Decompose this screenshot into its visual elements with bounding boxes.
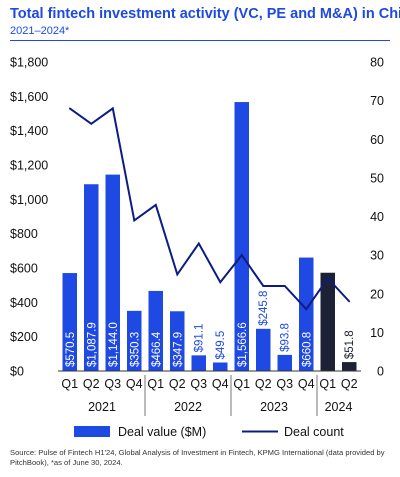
bar-value-label: $1,144.0 (108, 322, 120, 367)
left-axis-tick-label: $200 (10, 330, 38, 344)
x-axis-year-label: 2021 (88, 400, 116, 414)
x-axis-quarter-label: Q2 (341, 377, 358, 391)
deal-count-line (69, 106, 351, 311)
bar-value-label: $466.4 (151, 331, 163, 367)
right-axis-tick-label: 60 (370, 133, 384, 147)
left-axis-tick-label: $400 (10, 296, 38, 310)
bar-value-label: $660.8 (301, 332, 313, 367)
source-note: Source: Pulse of Fintech H1'24, Global A… (10, 448, 385, 467)
left-axis-tick-label: $800 (10, 227, 38, 241)
bar-value-label: $245.8 (258, 291, 270, 326)
left-axis-tick-label: $1,400 (10, 124, 48, 138)
x-axis-quarter-label: Q1 (319, 377, 336, 391)
title-divider (10, 40, 390, 41)
bar-deal-value (213, 362, 228, 371)
deal-count-point (262, 285, 265, 287)
bar-deal-value (277, 354, 292, 371)
bar-value-label: $350.3 (129, 332, 141, 367)
bar-value-label: $93.8 (280, 323, 292, 352)
deal-count-point (348, 300, 351, 303)
right-axis-tick-label: 70 (370, 94, 384, 108)
x-axis-quarter-label: Q3 (276, 377, 293, 391)
bar-deal-value (105, 174, 120, 371)
bar-value-label: $51.8 (344, 330, 356, 359)
right-axis-tick-label: 10 (370, 326, 384, 340)
bar-deal-value (234, 102, 249, 371)
deal-count-point (133, 219, 136, 222)
bar-value-label: $49.5 (215, 331, 227, 360)
x-axis-quarter-label: Q1 (61, 377, 78, 391)
right-axis-tick-label: 30 (370, 249, 384, 263)
left-axis-tick-label: $0 (10, 365, 24, 379)
right-axis-tick-label: 80 (370, 56, 384, 70)
bar-value-label: $347.9 (172, 332, 184, 367)
x-axis-year-label: 2023 (260, 400, 288, 414)
x-axis-year-label: 2022 (174, 400, 202, 414)
left-axis-tick-label: $1,800 (10, 56, 48, 70)
bar-deal-value (84, 184, 99, 371)
x-axis-quarter-label: Q2 (255, 377, 272, 391)
right-axis-tick-label: 40 (370, 210, 384, 224)
bar-value-label: $91.1 (194, 324, 206, 353)
bar-deal-value (62, 273, 77, 371)
bar-value-label: $1,087.9 (86, 322, 98, 367)
chart-title: Total fintech investment activity (VC, P… (10, 6, 400, 22)
bar-deal-value (170, 311, 185, 371)
x-axis-quarter-label: Q1 (233, 377, 250, 391)
x-axis-quarter-label: Q1 (147, 377, 164, 391)
deal-count-point (240, 254, 243, 256)
x-axis-year-label: 2024 (325, 400, 353, 414)
bar-deal-value (320, 272, 335, 371)
deal-count-point (326, 277, 329, 280)
x-axis-quarter-label: Q4 (298, 377, 315, 391)
x-axis-quarter-label: Q2 (83, 377, 100, 391)
right-axis-tick-label: 50 (370, 171, 384, 185)
left-axis-tick-label: $1,000 (10, 193, 48, 207)
chart-subtitle: 2021–2024* (10, 25, 70, 37)
left-axis-tick-label: $1,600 (10, 90, 48, 104)
deal-count-point (176, 273, 179, 276)
combo-chart: $0 $200 $400 $600 $800 $1,000 $1,200 $1,400 $1,6… (10, 56, 384, 440)
legend-label-deal-value: Deal value ($M) (118, 425, 206, 439)
x-axis-quarter-label: Q2 (169, 377, 186, 391)
deal-count-point (219, 281, 222, 283)
deal-count-point (111, 107, 114, 110)
left-axis-tick-label: $600 (10, 262, 38, 276)
bar-value-label: $1,566.6 (237, 322, 249, 367)
x-axis-quarter-label: Q4 (212, 377, 229, 391)
legend-swatch-deal-value (74, 426, 110, 437)
x-axis-quarter-label: Q4 (126, 377, 143, 391)
deal-count-point (154, 204, 157, 206)
bar-deal-value (299, 257, 314, 371)
right-axis-tick-label: 20 (370, 287, 384, 301)
bar-value-label: $570.5 (65, 332, 77, 367)
bar-deal-value (127, 310, 142, 371)
bar-deal-value (191, 355, 206, 371)
bar-deal-value (148, 290, 163, 371)
deal-count-point (197, 242, 200, 245)
deal-count-point (68, 107, 71, 110)
right-axis-tick-label: 0 (377, 365, 384, 379)
bar-deal-value (342, 362, 357, 371)
bar-deal-value (256, 328, 271, 371)
x-axis-quarter-label: Q3 (104, 377, 121, 391)
legend-label-deal-count: Deal count (284, 425, 344, 439)
deal-count-point (305, 308, 308, 311)
deal-count-point (283, 285, 286, 287)
deal-count-point (90, 123, 93, 125)
x-axis-quarter-label: Q3 (190, 377, 207, 391)
left-axis-tick-label: $1,200 (10, 159, 48, 173)
